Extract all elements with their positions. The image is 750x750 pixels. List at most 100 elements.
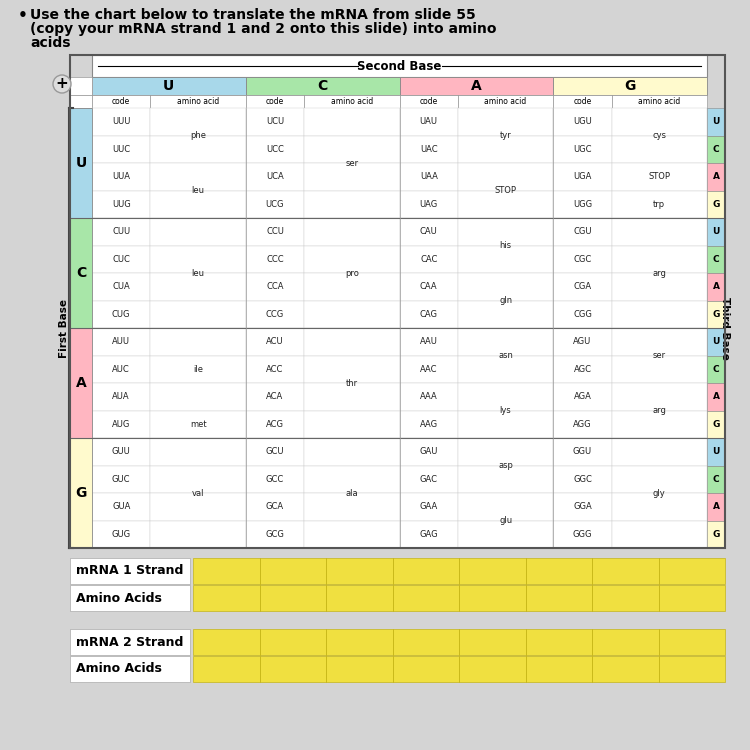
- Bar: [246, 493, 304, 520]
- Bar: [70, 55, 725, 548]
- Bar: [612, 383, 707, 410]
- Bar: [707, 245, 725, 273]
- Bar: [707, 163, 725, 190]
- Text: ser: ser: [652, 351, 666, 360]
- Text: C: C: [712, 255, 719, 264]
- Text: GCC: GCC: [266, 475, 284, 484]
- Bar: [400, 190, 458, 218]
- Bar: [400, 520, 458, 548]
- Text: U: U: [712, 227, 720, 236]
- Bar: [246, 245, 304, 273]
- Bar: [92, 95, 151, 108]
- Text: A: A: [76, 376, 86, 390]
- Bar: [707, 328, 725, 356]
- Text: G: G: [712, 420, 720, 429]
- Bar: [707, 356, 725, 383]
- Bar: [707, 301, 725, 328]
- Bar: [458, 108, 554, 136]
- Bar: [151, 493, 246, 520]
- Bar: [707, 438, 725, 466]
- Bar: [304, 136, 400, 163]
- Text: acids: acids: [30, 36, 70, 50]
- Text: GGA: GGA: [573, 503, 592, 512]
- Text: CGA: CGA: [574, 282, 592, 291]
- Text: A: A: [712, 392, 719, 401]
- Bar: [70, 108, 92, 218]
- Bar: [151, 356, 246, 383]
- Bar: [526, 629, 592, 655]
- Text: A: A: [712, 282, 719, 291]
- Bar: [92, 328, 151, 356]
- Bar: [400, 410, 458, 438]
- Bar: [458, 356, 554, 383]
- Text: STOP: STOP: [494, 186, 517, 195]
- Text: CGC: CGC: [573, 255, 592, 264]
- Bar: [458, 383, 554, 410]
- Text: C: C: [712, 364, 719, 374]
- Text: GCA: GCA: [266, 503, 284, 512]
- Text: A: A: [471, 79, 482, 93]
- Text: UCC: UCC: [266, 145, 284, 154]
- Bar: [92, 273, 151, 301]
- Bar: [707, 466, 725, 493]
- Text: STOP: STOP: [648, 172, 670, 182]
- Text: amino acid: amino acid: [484, 97, 526, 106]
- Bar: [458, 190, 554, 218]
- Bar: [658, 585, 725, 611]
- Bar: [260, 629, 326, 655]
- Text: met: met: [190, 420, 206, 429]
- Text: GAA: GAA: [419, 503, 438, 512]
- Text: A: A: [712, 172, 719, 182]
- Text: tyr: tyr: [500, 131, 512, 140]
- Bar: [612, 95, 707, 108]
- Text: G: G: [75, 486, 87, 500]
- Bar: [151, 383, 246, 410]
- Bar: [151, 136, 246, 163]
- Text: CUU: CUU: [112, 227, 130, 236]
- Text: gln: gln: [499, 296, 512, 305]
- Bar: [92, 77, 246, 95]
- Text: ACC: ACC: [266, 364, 284, 374]
- Bar: [392, 656, 459, 682]
- Bar: [246, 520, 304, 548]
- Bar: [304, 245, 400, 273]
- Bar: [526, 585, 592, 611]
- Text: AAU: AAU: [420, 338, 438, 346]
- Bar: [592, 585, 658, 611]
- Text: +: +: [56, 76, 68, 92]
- Text: GGG: GGG: [573, 530, 592, 538]
- Bar: [151, 95, 246, 108]
- Bar: [70, 95, 92, 108]
- Text: GGU: GGU: [573, 447, 592, 456]
- Bar: [707, 383, 725, 410]
- Bar: [392, 629, 459, 655]
- Text: AAG: AAG: [420, 420, 438, 429]
- Text: ser: ser: [345, 158, 358, 167]
- Text: •: •: [18, 8, 28, 23]
- Bar: [246, 438, 304, 466]
- Text: G: G: [712, 310, 720, 319]
- Bar: [304, 328, 400, 356]
- Text: CCC: CCC: [266, 255, 284, 264]
- Text: CAU: CAU: [420, 227, 437, 236]
- Text: U: U: [712, 338, 720, 346]
- Bar: [400, 77, 554, 95]
- Bar: [246, 273, 304, 301]
- Text: leu: leu: [191, 186, 205, 195]
- Bar: [707, 190, 725, 218]
- Bar: [554, 520, 612, 548]
- Bar: [458, 493, 554, 520]
- Bar: [459, 656, 526, 682]
- Bar: [612, 190, 707, 218]
- Bar: [246, 77, 400, 95]
- Bar: [246, 383, 304, 410]
- Bar: [392, 585, 459, 611]
- Bar: [554, 190, 612, 218]
- Bar: [592, 558, 658, 584]
- Bar: [92, 301, 151, 328]
- Bar: [246, 136, 304, 163]
- Text: amino acid: amino acid: [638, 97, 680, 106]
- Text: CUC: CUC: [112, 255, 130, 264]
- Text: U: U: [164, 79, 175, 93]
- Text: Amino Acids: Amino Acids: [76, 592, 162, 604]
